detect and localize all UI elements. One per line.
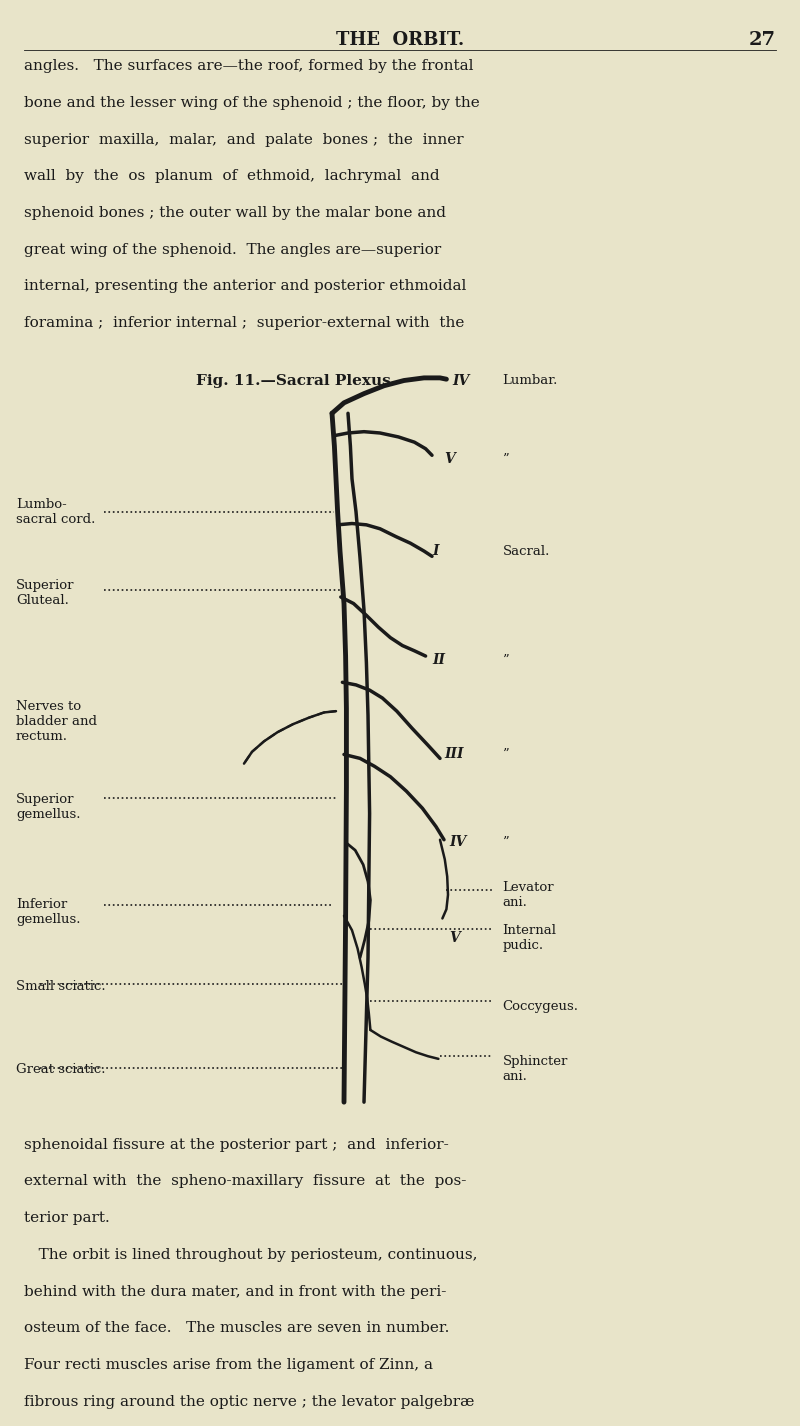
Text: Four recti muscles arise from the ligament of Zinn, a: Four recti muscles arise from the ligame… <box>24 1358 433 1372</box>
Text: Lumbar.: Lumbar. <box>502 374 558 386</box>
Text: Inferior
gemellus.: Inferior gemellus. <box>16 898 81 925</box>
Text: Internal
pudic.: Internal pudic. <box>502 924 557 953</box>
Text: ”: ” <box>502 653 509 666</box>
Text: IV: IV <box>452 374 470 388</box>
Text: ”: ” <box>502 452 509 466</box>
Text: Lumbo-
sacral cord.: Lumbo- sacral cord. <box>16 498 95 526</box>
Text: V: V <box>444 452 454 466</box>
Text: external with  the  spheno-maxillary  fissure  at  the  pos-: external with the spheno-maxillary fissu… <box>24 1175 466 1188</box>
Text: Fig. 11.—Sacral Plexus.: Fig. 11.—Sacral Plexus. <box>196 374 396 388</box>
Text: II: II <box>432 653 445 667</box>
Text: bone and the lesser wing of the sphenoid ; the floor, by the: bone and the lesser wing of the sphenoid… <box>24 96 480 110</box>
Text: The orbit is lined throughout by periosteum, continuous,: The orbit is lined throughout by periost… <box>24 1248 478 1262</box>
Text: Small sciatic.: Small sciatic. <box>16 980 106 992</box>
Text: angles.   The surfaces are—the roof, formed by the frontal: angles. The surfaces are—the roof, forme… <box>24 58 474 73</box>
Text: Superior
Gluteal.: Superior Gluteal. <box>16 579 74 607</box>
Text: terior part.: terior part. <box>24 1211 110 1225</box>
Text: foramina ;  inferior internal ;  superior-external with  the: foramina ; inferior internal ; superior-… <box>24 317 464 331</box>
Text: ”: ” <box>502 749 509 761</box>
Text: osteum of the face.   The muscles are seven in number.: osteum of the face. The muscles are seve… <box>24 1322 450 1335</box>
Text: sphenoidal fissure at the posterior part ;  and  inferior-: sphenoidal fissure at the posterior part… <box>24 1138 449 1152</box>
Text: Coccygeus.: Coccygeus. <box>502 1000 578 1012</box>
Text: Sacral.: Sacral. <box>502 545 550 558</box>
Text: wall  by  the  os  planum  of  ethmoid,  lachrymal  and: wall by the os planum of ethmoid, lachry… <box>24 170 440 184</box>
Text: behind with the dura mater, and in front with the peri-: behind with the dura mater, and in front… <box>24 1285 446 1299</box>
Text: superior  maxilla,  malar,  and  palate  bones ;  the  inner: superior maxilla, malar, and palate bone… <box>24 133 464 147</box>
Text: Superior
gemellus.: Superior gemellus. <box>16 793 81 821</box>
Text: great wing of the sphenoid.  The angles are—superior: great wing of the sphenoid. The angles a… <box>24 242 442 257</box>
Text: V: V <box>450 931 460 945</box>
Text: IV: IV <box>450 836 467 850</box>
Text: internal, presenting the anterior and posterior ethmoidal: internal, presenting the anterior and po… <box>24 279 466 294</box>
Text: Nerves to
bladder and
rectum.: Nerves to bladder and rectum. <box>16 700 97 743</box>
Text: Levator
ani.: Levator ani. <box>502 881 554 908</box>
Text: III: III <box>444 747 463 761</box>
Text: THE  ORBIT.: THE ORBIT. <box>336 31 464 50</box>
Text: fibrous ring around the optic nerve ; the levator palgebræ: fibrous ring around the optic nerve ; th… <box>24 1395 474 1409</box>
Text: Great sciatic.: Great sciatic. <box>16 1062 106 1075</box>
Text: ”: ” <box>502 836 509 848</box>
Text: 27: 27 <box>749 31 776 50</box>
Text: I: I <box>432 545 438 558</box>
Text: Sphincter
ani.: Sphincter ani. <box>502 1055 568 1084</box>
Text: sphenoid bones ; the outer wall by the malar bone and: sphenoid bones ; the outer wall by the m… <box>24 205 446 220</box>
